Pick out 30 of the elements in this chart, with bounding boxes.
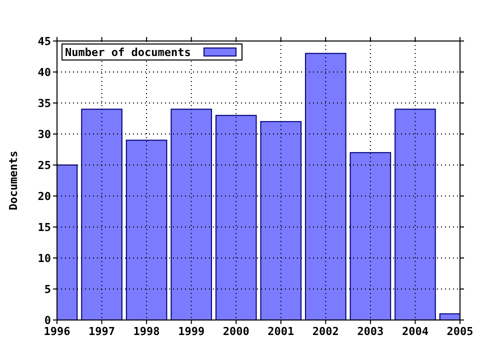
x-tick-label: 1996: [44, 325, 71, 338]
y-tick-label: 5: [44, 282, 51, 296]
bar: [260, 121, 302, 320]
y-tick-label: 10: [38, 252, 51, 265]
y-axis-title: Documents: [7, 150, 20, 210]
bar: [81, 108, 122, 320]
bar: [394, 108, 436, 320]
y-tick-label: 20: [38, 190, 51, 203]
bar: [170, 108, 212, 320]
x-tick-label: 2000: [222, 325, 250, 338]
x-tick-label: 1997: [88, 325, 116, 338]
x-tick-label: 2003: [357, 325, 384, 338]
bar: [215, 114, 257, 320]
bar: [126, 140, 168, 320]
x-tick-label: 2002: [312, 325, 339, 338]
bar: [305, 52, 346, 320]
x-tick-label: 1999: [178, 325, 205, 338]
x-tick-label: 1998: [133, 325, 160, 338]
y-tick-label: 35: [38, 96, 51, 110]
y-tick-label: 15: [38, 220, 51, 234]
y-tick-label: 45: [38, 34, 51, 48]
bar: [350, 152, 392, 320]
y-tick-label: 30: [38, 128, 51, 141]
y-tick-label: 0: [44, 314, 51, 327]
x-tick-label: 2004: [402, 325, 429, 338]
legend-label: Number of documents: [65, 46, 191, 59]
x-tick-label: 2005: [446, 325, 474, 338]
y-tick-label: 25: [38, 158, 51, 172]
y-tick-label: 40: [38, 66, 51, 79]
x-tick-label: 2001: [268, 325, 295, 338]
